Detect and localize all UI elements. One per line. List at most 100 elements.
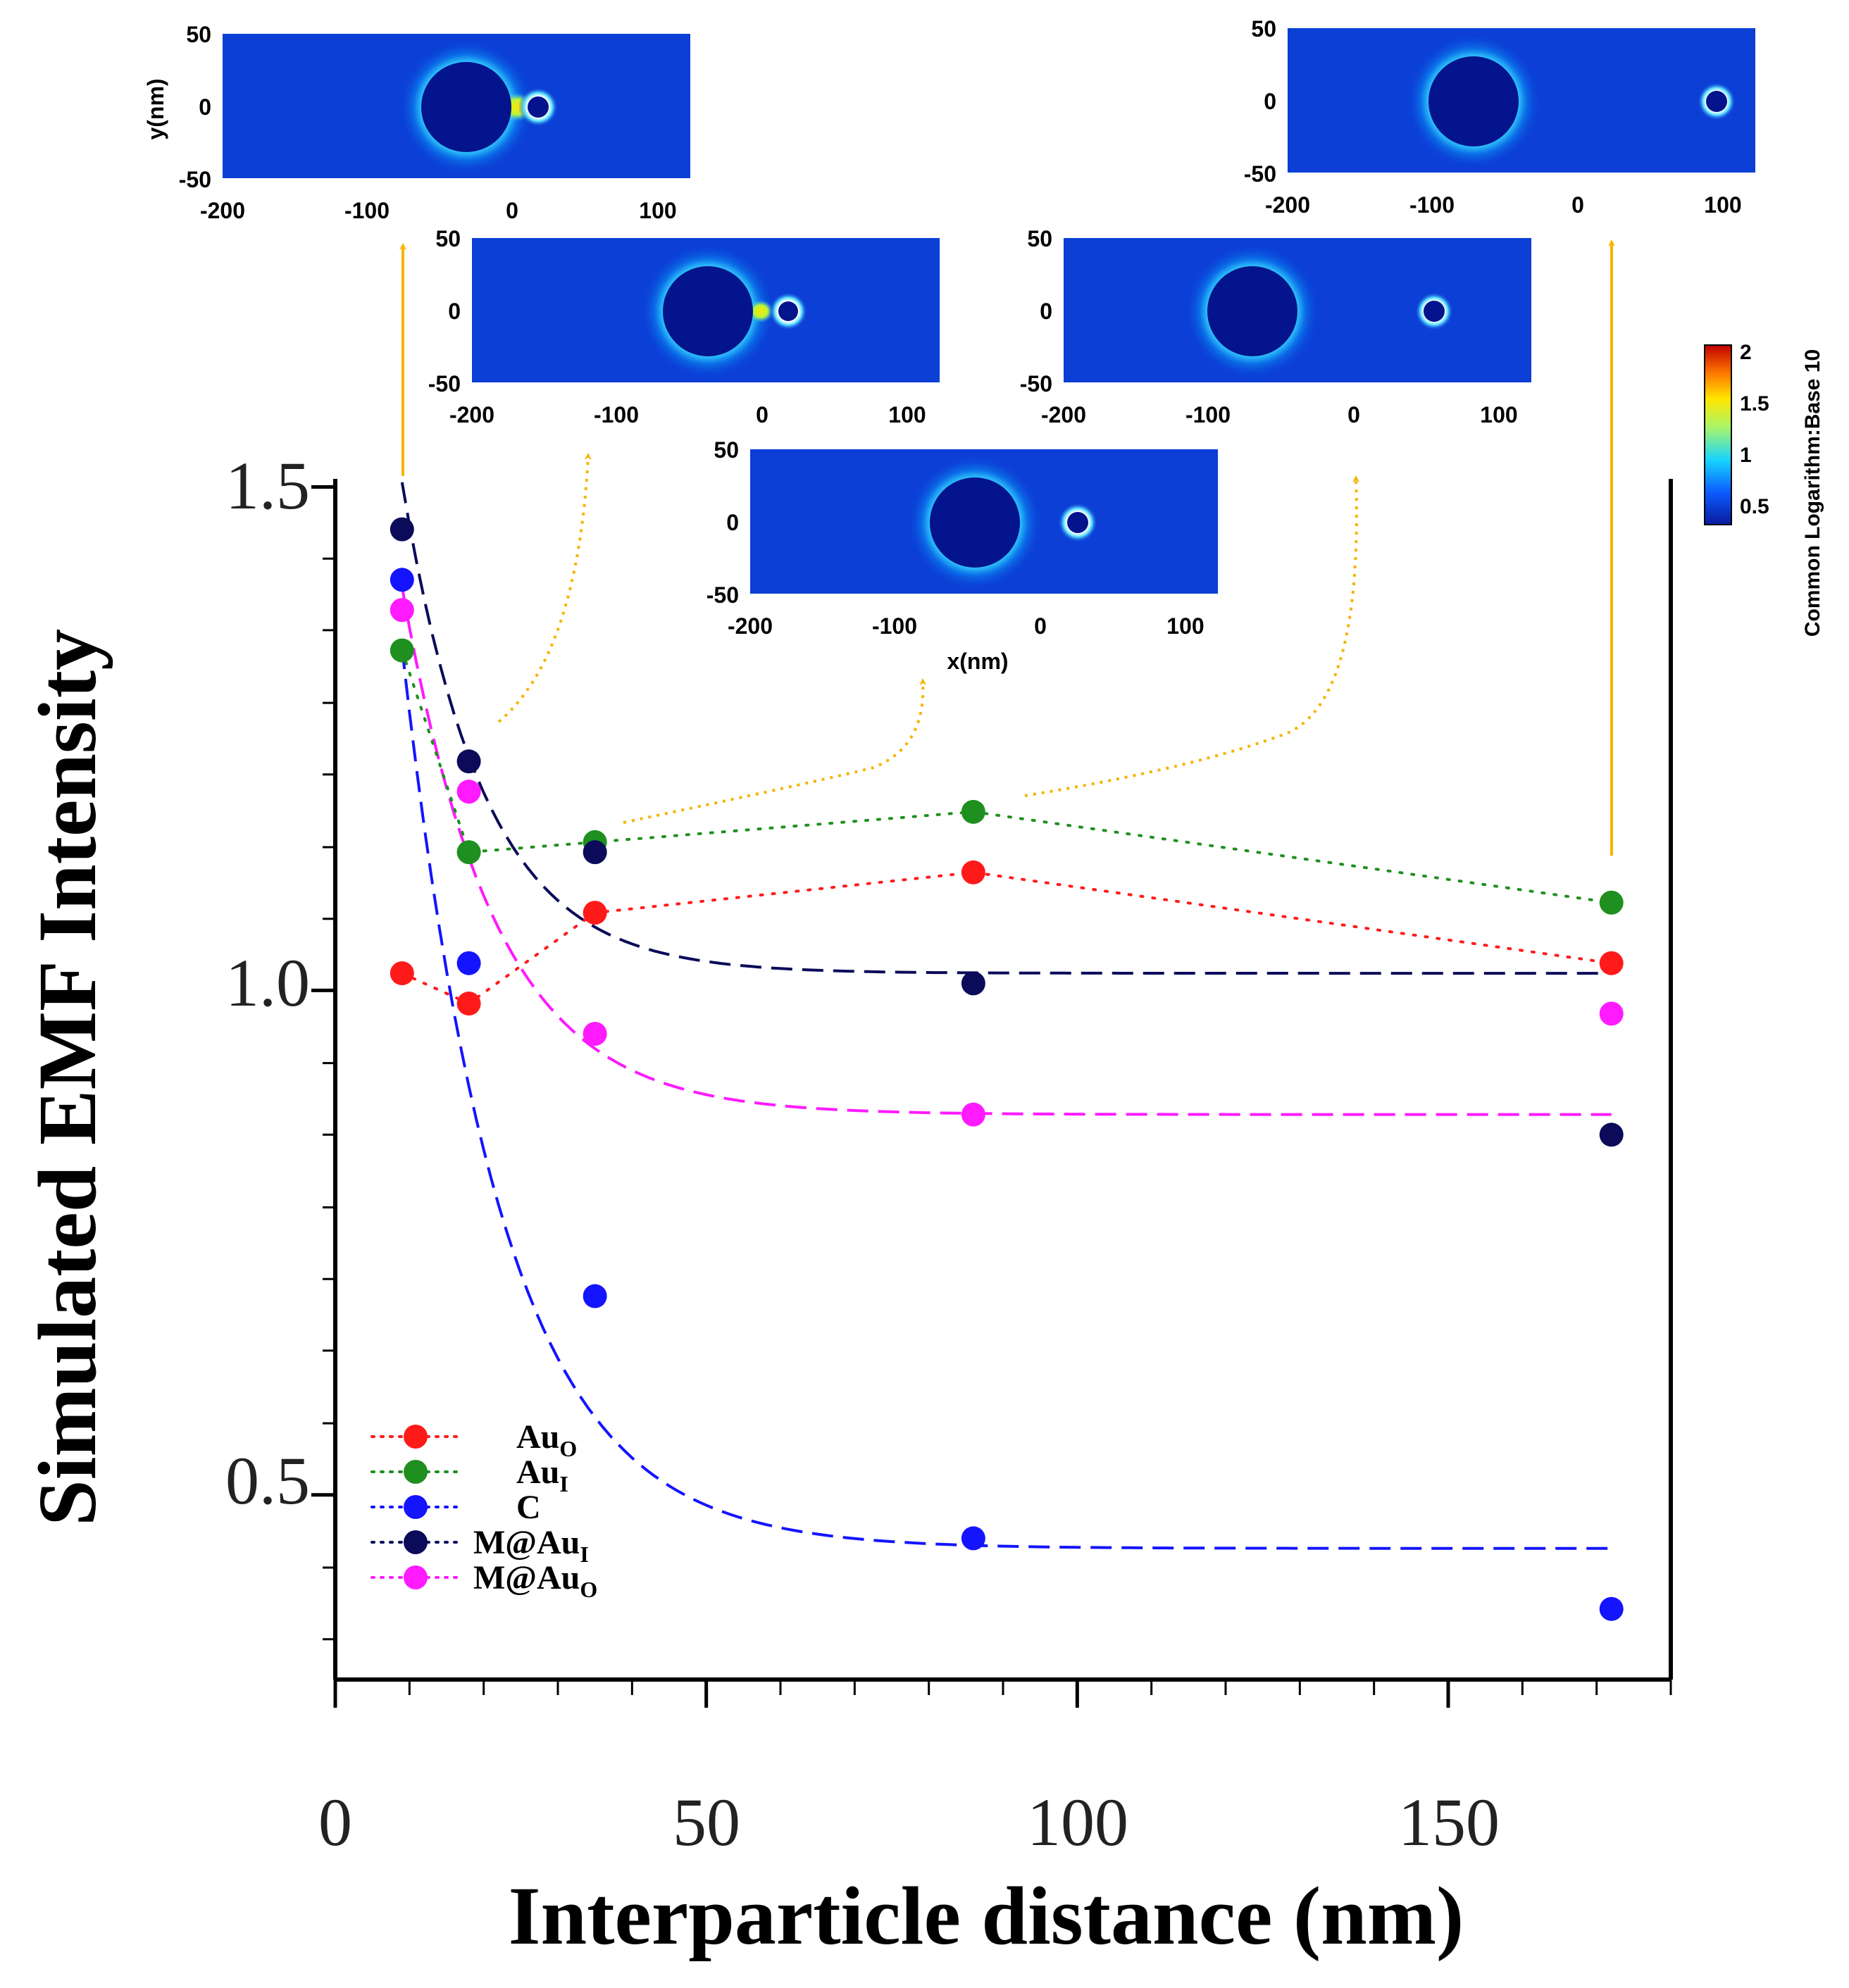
legend-marker — [404, 1425, 428, 1449]
inset-arrows — [399, 239, 1615, 856]
map-x-tick: -100 — [344, 198, 390, 223]
legend-label: AuI — [516, 1454, 568, 1496]
map-x-tick: -100 — [1185, 402, 1231, 427]
map-x-tick: 0 — [756, 402, 768, 427]
map-x-tick: -200 — [449, 402, 494, 427]
x-axis-title: Interparticle distance (nm) — [509, 1870, 1464, 1962]
map-y-tick: 50 — [186, 22, 211, 47]
map-x-tick: 100 — [1166, 613, 1204, 639]
y-axis-title: Simulated EMF Intensity — [21, 629, 113, 1526]
data-point — [390, 598, 414, 623]
data-point — [961, 860, 985, 884]
fit-curve — [400, 648, 1612, 1550]
map-y-tick: -50 — [1020, 371, 1052, 396]
field-map-inset-2: 50 0 -50 -200 -100 0 100 — [428, 226, 940, 427]
map-x-tick: -200 — [1041, 402, 1086, 427]
colorbar-gradient — [1704, 344, 1732, 525]
legend-label: C — [516, 1489, 541, 1526]
data-point — [583, 1022, 607, 1046]
data-point — [583, 1284, 607, 1308]
map-x-tick: 0 — [1034, 613, 1047, 639]
data-point — [456, 992, 481, 1016]
legend-marker — [404, 1565, 428, 1589]
field-map-inset-3: 50 0 -50 -200 -100 0 100 x(nm) — [706, 437, 1218, 674]
data-point — [390, 961, 414, 986]
map-x-tick: -200 — [200, 198, 245, 223]
map-x-tick: 100 — [1480, 402, 1517, 427]
map-x-tick: 0 — [1347, 402, 1360, 427]
map-x-tick: 0 — [1571, 192, 1584, 218]
colorbar-label: Common Logarithm:Base 10 — [1801, 349, 1824, 637]
map-x-label: x(nm) — [947, 649, 1008, 674]
data-point — [961, 799, 985, 824]
legend-label: M@AuO — [473, 1559, 597, 1602]
x-tick-label: 50 — [673, 1784, 740, 1860]
data-point — [390, 568, 414, 592]
data-point — [961, 971, 985, 996]
map-y-label: y(nm) — [143, 78, 168, 139]
x-tick-label: 0 — [318, 1784, 352, 1860]
map-x-tick: -100 — [1409, 192, 1455, 218]
arrow-dotted — [623, 678, 927, 824]
x-tick-label: 100 — [1027, 1784, 1128, 1860]
map-x-tick: 100 — [1704, 192, 1741, 218]
map-y-tick: 0 — [448, 299, 461, 324]
data-point — [456, 951, 481, 975]
field-map-inset-4: 50 0 -50 -200 -100 0 100 — [1020, 226, 1531, 427]
y-tick-label: 0.5 — [225, 1443, 310, 1518]
legend-label: AuO — [516, 1418, 577, 1461]
data-point — [390, 638, 414, 663]
data-point — [390, 517, 414, 542]
legend-marker — [404, 1495, 428, 1519]
arrow-dotted — [1024, 475, 1360, 797]
legend-marker — [404, 1530, 428, 1554]
map-x-tick: -100 — [594, 402, 639, 427]
map-y-tick: 50 — [1027, 226, 1052, 251]
map-x-tick: 100 — [888, 402, 926, 427]
map-x-tick: -200 — [728, 613, 773, 639]
map-y-tick: -50 — [179, 167, 211, 192]
data-points — [390, 517, 1624, 1621]
colorbar: 2 1.5 1 0.5 Common Logarithm:Base 10 — [1704, 341, 1824, 637]
series-connector — [400, 870, 1613, 1006]
map-y-tick: 0 — [726, 510, 739, 535]
series-connector — [400, 649, 1613, 904]
colorbar-tick: 0.5 — [1740, 495, 1769, 518]
data-point — [456, 840, 481, 865]
map-y-tick: 0 — [1040, 299, 1052, 324]
data-point — [961, 1526, 985, 1551]
map-y-tick: 0 — [199, 94, 211, 120]
data-point — [1599, 1001, 1624, 1026]
map-y-tick: 0 — [1264, 89, 1276, 114]
map-y-tick: -50 — [706, 582, 739, 608]
connector-lines — [400, 649, 1613, 1006]
field-map-inset-1: 50 0 -50 -200 -100 0 100 y(nm) — [143, 22, 690, 223]
data-point — [583, 901, 607, 925]
data-point — [583, 840, 607, 865]
colorbar-tick: 2 — [1740, 341, 1752, 364]
map-y-tick: -50 — [1244, 161, 1276, 187]
arrow-dotted — [497, 453, 592, 723]
data-point — [456, 749, 481, 774]
map-y-tick: 50 — [1251, 16, 1276, 42]
data-point — [1599, 1123, 1624, 1147]
map-y-tick: -50 — [428, 371, 461, 396]
data-point — [961, 1102, 985, 1127]
colorbar-tick: 1.5 — [1740, 392, 1769, 415]
y-tick-label: 1.5 — [225, 448, 310, 523]
fit-curves — [400, 482, 1612, 1550]
axis-ticks — [311, 485, 1672, 1708]
data-point — [1599, 951, 1624, 975]
map-x-tick: -100 — [872, 613, 917, 639]
legend-label: M@AuI — [473, 1524, 589, 1567]
y-tick-label: 1.0 — [225, 945, 310, 1020]
field-map-inset-5: 50 0 -50 -200 -100 0 100 — [1244, 16, 1755, 218]
fit-curve — [400, 587, 1612, 1116]
map-x-tick: -200 — [1265, 192, 1310, 218]
map-x-tick: 0 — [506, 198, 518, 223]
colorbar-tick: 1 — [1740, 444, 1752, 467]
map-x-tick: 100 — [639, 198, 676, 223]
data-point — [456, 780, 481, 804]
